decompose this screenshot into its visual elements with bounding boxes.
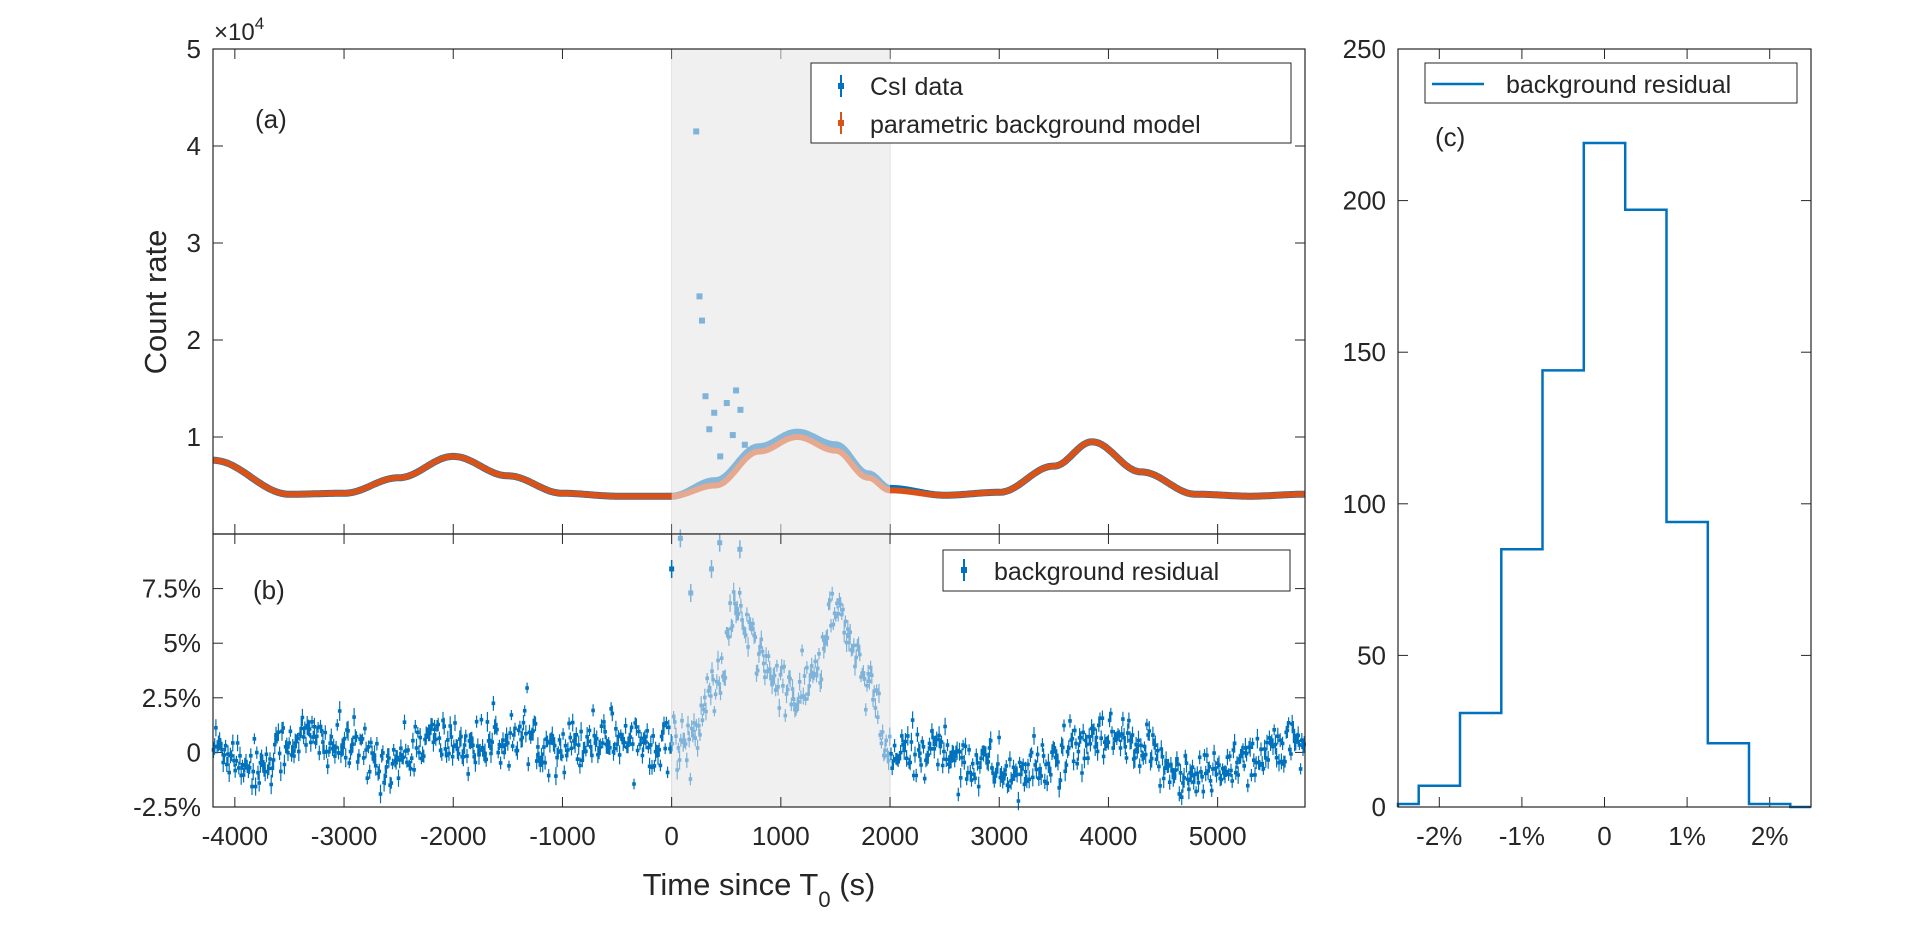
x-tick-label-b: 0 [664,821,678,851]
residual-markers [211,686,1307,803]
x-tick-label-b: -4000 [202,821,269,851]
histogram-bin [1708,743,1749,807]
panel-a: 1 2 3 4 5 (a) Count rate ×104 CsI data param… [138,14,1306,535]
legend-label-csi: CsI data [870,73,963,101]
plot-area-a [213,49,1305,534]
y-tick-label-a: 2 [187,325,201,355]
y-tick-label-a: 3 [187,228,201,258]
panel-label-b: (b) [253,575,285,605]
y-tick-label-c: 250 [1343,34,1386,64]
histogram-residual [1396,141,1811,809]
y-tick-label-b: 7.5% [142,574,201,604]
svg-text:×104: ×104 [214,14,264,46]
plot-area-c [1396,141,1811,809]
y-tick-label-a: 5 [187,34,201,64]
legend-marker-residual-b [961,559,967,581]
legend-c: background residual [1424,62,1798,104]
legend-label-residual-b: background residual [994,558,1219,586]
axis-ticks-c: -2% -1% 0 1% 2% 0 50 100 150 200 250 [1343,34,1811,851]
legend-label-model: parametric background model [870,111,1201,139]
y-tick-label-b: 0 [187,737,201,767]
burst-point [723,400,730,407]
y-tick-label-b: 2.5% [142,683,201,713]
histogram-bin [1460,713,1501,807]
axis-ticks-b: -4000 -3000 -2000 -1000 0 1000 2000 3000 4000 500… [133,534,1305,851]
burst-point [711,409,718,416]
burst-point [698,317,705,324]
panel-c: -2% -1% 0 1% 2% 0 50 100 150 200 250 (c) backgroun… [1343,34,1812,851]
x-tick-label-c: -2% [1416,821,1462,851]
axis-ticks-a: 1 2 3 4 5 [187,34,1305,534]
residual-outlier-point [677,535,683,541]
residual-markers-shaded [670,590,892,781]
histogram-bin [1543,370,1584,807]
burst-point [702,393,709,400]
x-tick-label-c: 0 [1597,821,1611,851]
residual-outlier-point [737,546,743,552]
panel-b: -4000 -3000 -2000 -1000 0 1000 2000 3000 4000 500… [133,529,1307,912]
plot-area-b [211,529,1307,811]
xlabel-b: Time since T0 (s) [643,867,876,912]
series-background-residual [211,529,1307,811]
x-tick-label-b: 2000 [861,821,919,851]
residual-outlier-point [669,566,675,572]
residual-outlier-point [717,540,723,546]
panel-label-c: (c) [1435,122,1465,152]
y-tick-label-c: 200 [1343,186,1386,216]
burst-point [706,426,713,433]
y-tick-label-c: 150 [1343,337,1386,367]
histogram-bin [1625,210,1666,807]
x-tick-label-c: 1% [1668,821,1706,851]
y-tick-label-b: 5% [163,628,201,658]
burst-point [733,387,740,394]
burst-point [717,453,724,460]
residual-outlier-point [688,590,694,596]
x-tick-label-b: 3000 [970,821,1028,851]
burst-point [737,406,744,413]
axes-box-b [212,533,1306,808]
x-tick-label-b: -3000 [311,821,378,851]
y-tick-label-b: -2.5% [133,792,201,822]
y-tick-label-a: 1 [187,422,201,452]
y-tick-label-c: 0 [1372,792,1386,822]
histogram-bin [1419,786,1460,807]
x-tick-label-b: 1000 [752,821,810,851]
legend-marker-csi [838,75,844,97]
histogram-bin [1666,522,1707,807]
y-tick-label-a: 4 [187,131,201,161]
ylabel-a: Count rate [138,230,173,375]
axes-box-c [1397,48,1812,808]
x-tick-label-b: 4000 [1080,821,1138,851]
residual-outlier-point [708,566,714,572]
burst-point [741,441,748,448]
x-tick-label-b: -2000 [420,821,487,851]
legend-a: CsI data parametric background model [810,62,1292,144]
legend-b: background residual [942,549,1291,592]
x-tick-label-c: -1% [1499,821,1545,851]
legend-label-residual-c: background residual [1506,71,1731,99]
burst-point [693,128,700,135]
histogram-bin [1501,549,1542,807]
y-exponent-label: ×104 [214,14,264,46]
x-tick-label-b: 5000 [1189,821,1247,851]
y-tick-label-c: 50 [1357,640,1386,670]
burst-point [696,293,703,300]
panel-label-a: (a) [255,104,287,134]
burst-point [729,432,736,439]
x-tick-label-c: 2% [1751,821,1789,851]
x-tick-label-b: -1000 [529,821,596,851]
y-tick-label-c: 100 [1343,489,1386,519]
legend-marker-model [838,112,844,134]
histogram-bin [1584,143,1625,807]
